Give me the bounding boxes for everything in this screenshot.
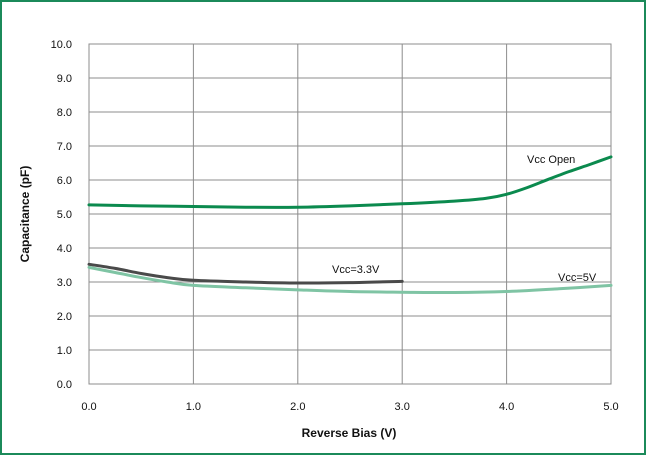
series-labels: Vcc Open Vcc=3.3V Vcc=5V [332, 154, 597, 284]
series-line-vcc-3v3 [87, 262, 404, 285]
x-tick-labels: 0.0 1.0 2.0 3.0 4.0 5.0 [81, 401, 618, 413]
y-tick-label: 1.0 [57, 345, 72, 357]
y-tick-label: 6.0 [57, 175, 72, 187]
y-tick-label: 10.0 [51, 39, 72, 51]
y-axis-title: Capacitance (pF) [18, 166, 32, 263]
x-tick-label: 2.0 [290, 401, 305, 413]
x-tick-label: 5.0 [603, 401, 618, 413]
y-tick-labels: 0.0 1.0 2.0 3.0 4.0 5.0 6.0 7.0 8.0 9.0 10.0 [51, 39, 72, 391]
series-lines [87, 155, 613, 295]
y-tick-label: 0.0 [57, 379, 72, 391]
y-tick-label: 7.0 [57, 141, 72, 153]
x-tick-label: 0.0 [81, 401, 96, 413]
series-label-vcc-5v: Vcc=5V [558, 272, 597, 284]
x-tick-label: 3.0 [395, 401, 410, 413]
y-tick-label: 8.0 [57, 107, 72, 119]
y-tick-label: 5.0 [57, 209, 72, 221]
x-axis-title: Reverse Bias (V) [302, 426, 397, 440]
series-line-vcc-5v [87, 265, 613, 295]
grid [88, 43, 612, 385]
y-tick-label: 3.0 [57, 277, 72, 289]
y-tick-label: 9.0 [57, 73, 72, 85]
series-label-vcc-3v3: Vcc=3.3V [332, 264, 380, 276]
y-tick-label: 4.0 [57, 243, 72, 255]
series-label-vcc-open: Vcc Open [527, 154, 575, 166]
y-tick-label: 2.0 [57, 311, 72, 323]
x-tick-label: 4.0 [499, 401, 514, 413]
plot-border [88, 43, 612, 385]
x-tick-label: 1.0 [186, 401, 201, 413]
series-line-vcc-open [87, 155, 613, 209]
